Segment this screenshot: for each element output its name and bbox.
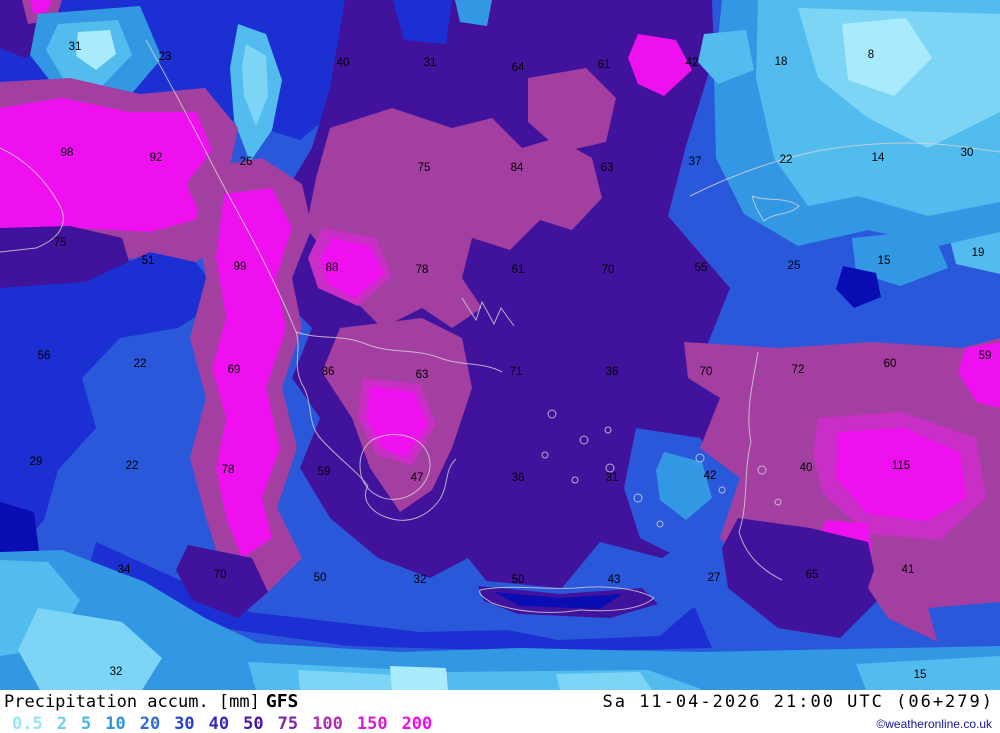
map-value: 14	[871, 152, 885, 164]
copyright-link[interactable]: ©weatheronline.co.uk	[876, 716, 992, 731]
map-value: 30	[960, 147, 974, 159]
map-value: 61	[597, 59, 611, 71]
map-value: 26	[239, 156, 253, 168]
map-value: 64	[511, 62, 525, 74]
map-value: 40	[336, 57, 350, 69]
map-value: 88	[325, 262, 339, 274]
map-value: 36	[605, 366, 619, 378]
map-value: 98	[60, 147, 74, 159]
map-value: 63	[600, 162, 614, 174]
map-value: 34	[117, 564, 131, 576]
map-value: 8	[867, 49, 875, 61]
map-value: 71	[509, 366, 523, 378]
map-value: 31	[423, 57, 437, 69]
map-title-text: Precipitation accum. [mm]	[4, 692, 260, 712]
map-value: 29	[29, 456, 43, 468]
map-value: 42	[685, 57, 699, 69]
map-value: 70	[213, 569, 227, 581]
map-value: 75	[417, 162, 431, 174]
map-value: 65	[805, 569, 819, 581]
map-value: 72	[791, 364, 805, 376]
map-value: 36	[511, 472, 525, 484]
map-value: 75	[53, 237, 67, 249]
legend-value-10: 10	[105, 713, 126, 733]
coastlines	[0, 39, 1000, 613]
map-values: 31 23 40 31 64 61 42 18 8 98 92 26 75 84 63 37 22 14 30 75 5…	[29, 41, 992, 681]
map-value: 22	[125, 460, 139, 472]
map-value: 31	[605, 472, 619, 484]
map-value: 41	[901, 564, 915, 576]
map-value: 55	[694, 262, 708, 274]
map-value: 63	[415, 369, 429, 381]
map-value: 31	[68, 41, 82, 53]
legend-value-0.5: 0.5	[12, 713, 43, 733]
map-value: 99	[233, 261, 247, 273]
map-value: 15	[913, 669, 927, 681]
map-value: 86	[321, 366, 335, 378]
map-value: 22	[133, 358, 147, 370]
map-value: 47	[410, 472, 424, 484]
map-value: 84	[510, 162, 524, 174]
map-value: 59	[978, 350, 992, 362]
legend-value-150: 150	[356, 713, 388, 733]
map-value: 23	[158, 51, 172, 63]
map-value: 59	[317, 466, 331, 478]
map-value: 61	[511, 264, 525, 276]
map-value: 50	[313, 572, 327, 584]
map-value: 56	[37, 350, 51, 362]
map-value: 51	[141, 255, 155, 267]
model-label: GFS	[265, 691, 299, 712]
map-value: 78	[415, 264, 429, 276]
legend-value-50: 50	[243, 713, 264, 733]
legend-value-20: 20	[139, 713, 161, 733]
map-value: 92	[149, 152, 163, 164]
map-value: 37	[688, 156, 702, 168]
legend-value-5: 5	[80, 713, 92, 733]
map-value: 69	[227, 364, 241, 376]
map-value: 42	[703, 470, 717, 482]
map-value: 27	[707, 572, 721, 584]
precipitation-fill-layers	[0, 0, 1000, 690]
map-value: 22	[779, 154, 793, 166]
legend-value-200: 200	[401, 713, 433, 733]
map-value: 78	[221, 464, 235, 476]
map-value: 60	[883, 358, 897, 370]
legend-value-30: 30	[174, 713, 195, 733]
map-value: 25	[787, 260, 801, 272]
map-value: 40	[799, 462, 813, 474]
map-value: 18	[774, 56, 788, 68]
map-value: 15	[877, 255, 891, 267]
map-value: 19	[971, 247, 985, 259]
map-value: 32	[109, 666, 123, 678]
precipitation-map: 31 23 40 31 64 61 42 18 8 98 92 26 75 84 63 37 22 14 30 75 5…	[0, 0, 1000, 690]
map-value: 32	[413, 574, 427, 586]
map-value: 70	[601, 264, 615, 276]
map-canvas	[0, 0, 1000, 690]
map-value: 50	[511, 574, 525, 586]
legend-value-2: 2	[56, 713, 67, 733]
map-value: 43	[607, 574, 621, 586]
map-title: Precipitation accum. [mm] GFS	[4, 691, 298, 712]
legend-value-75: 75	[277, 713, 299, 733]
map-value: 70	[699, 366, 713, 378]
legend-value-40: 40	[208, 713, 230, 733]
legend: 0.5 2 5 10 20 30 40 50 75 100 150 200	[12, 714, 432, 733]
map-value: 115	[891, 460, 911, 472]
footer: Precipitation accum. [mm] GFS Sa 11-04-20…	[0, 690, 1000, 733]
legend-value-100: 100	[312, 713, 343, 733]
map-datetime: Sa 11-04-2026 21:00 UTC (06+279)	[602, 692, 994, 712]
